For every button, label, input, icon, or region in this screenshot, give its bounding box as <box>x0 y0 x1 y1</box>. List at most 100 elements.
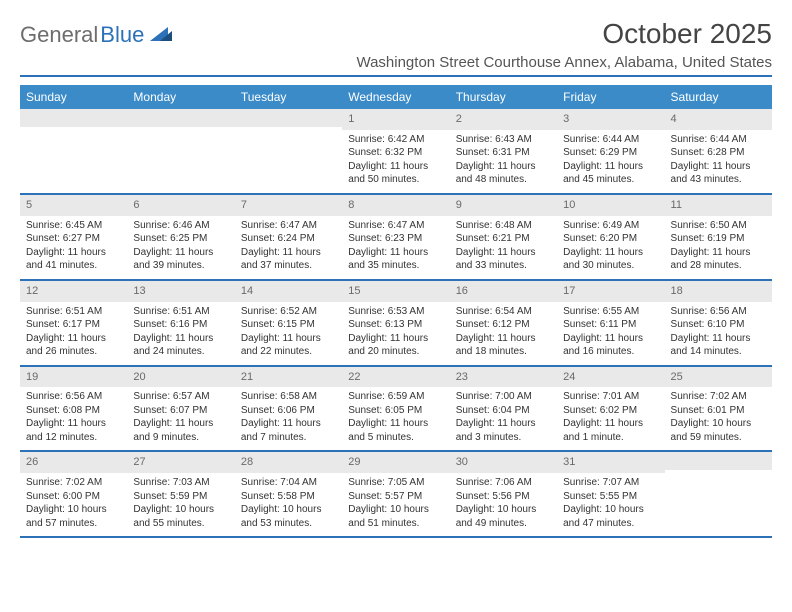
day-cell <box>235 109 342 193</box>
day-body: Sunrise: 6:56 AMSunset: 6:10 PMDaylight:… <box>665 302 772 365</box>
day-line: Daylight: 11 hours and 20 minutes. <box>348 332 443 359</box>
day-body: Sunrise: 6:44 AMSunset: 6:29 PMDaylight:… <box>557 130 664 193</box>
day-line: Sunrise: 6:47 AM <box>348 219 443 233</box>
day-line: Sunrise: 7:02 AM <box>671 390 766 404</box>
day-header-sun: Sunday <box>20 85 127 109</box>
day-line: Sunset: 6:16 PM <box>133 318 228 332</box>
day-cell: 11Sunrise: 6:50 AMSunset: 6:19 PMDayligh… <box>665 195 772 279</box>
day-line: Sunset: 6:23 PM <box>348 232 443 246</box>
day-cell: 5Sunrise: 6:45 AMSunset: 6:27 PMDaylight… <box>20 195 127 279</box>
day-body: Sunrise: 6:44 AMSunset: 6:28 PMDaylight:… <box>665 130 772 193</box>
day-cell: 9Sunrise: 6:48 AMSunset: 6:21 PMDaylight… <box>450 195 557 279</box>
day-line: Daylight: 10 hours and 53 minutes. <box>241 503 336 530</box>
day-line: Daylight: 11 hours and 7 minutes. <box>241 417 336 444</box>
day-line: Daylight: 11 hours and 50 minutes. <box>348 160 443 187</box>
day-number: 10 <box>557 195 664 216</box>
day-line: Sunrise: 6:50 AM <box>671 219 766 233</box>
day-line: Sunset: 6:07 PM <box>133 404 228 418</box>
day-body: Sunrise: 6:54 AMSunset: 6:12 PMDaylight:… <box>450 302 557 365</box>
day-line: Daylight: 11 hours and 26 minutes. <box>26 332 121 359</box>
day-number: 7 <box>235 195 342 216</box>
weeks-container: 1Sunrise: 6:42 AMSunset: 6:32 PMDaylight… <box>20 109 772 538</box>
day-line: Sunset: 6:02 PM <box>563 404 658 418</box>
day-number: 19 <box>20 367 127 388</box>
day-line: Sunrise: 6:44 AM <box>563 133 658 147</box>
day-line: Sunset: 6:29 PM <box>563 146 658 160</box>
day-body: Sunrise: 6:50 AMSunset: 6:19 PMDaylight:… <box>665 216 772 279</box>
day-line: Sunrise: 6:54 AM <box>456 305 551 319</box>
day-line: Sunrise: 6:42 AM <box>348 133 443 147</box>
day-line: Sunrise: 7:06 AM <box>456 476 551 490</box>
day-number <box>20 109 127 127</box>
day-body: Sunrise: 6:55 AMSunset: 6:11 PMDaylight:… <box>557 302 664 365</box>
day-line: Daylight: 11 hours and 22 minutes. <box>241 332 336 359</box>
day-number: 11 <box>665 195 772 216</box>
day-line: Sunrise: 6:59 AM <box>348 390 443 404</box>
day-number <box>235 109 342 127</box>
day-number: 8 <box>342 195 449 216</box>
page-title: October 2025 <box>602 18 772 50</box>
day-line: Sunrise: 6:47 AM <box>241 219 336 233</box>
day-cell: 31Sunrise: 7:07 AMSunset: 5:55 PMDayligh… <box>557 452 664 536</box>
day-line: Daylight: 10 hours and 47 minutes. <box>563 503 658 530</box>
day-line: Sunset: 6:15 PM <box>241 318 336 332</box>
day-line: Sunrise: 6:48 AM <box>456 219 551 233</box>
day-line: Sunrise: 7:05 AM <box>348 476 443 490</box>
day-line: Sunset: 6:01 PM <box>671 404 766 418</box>
day-body: Sunrise: 7:04 AMSunset: 5:58 PMDaylight:… <box>235 473 342 536</box>
day-cell: 15Sunrise: 6:53 AMSunset: 6:13 PMDayligh… <box>342 281 449 365</box>
day-cell: 25Sunrise: 7:02 AMSunset: 6:01 PMDayligh… <box>665 367 772 451</box>
day-line: Sunrise: 7:00 AM <box>456 390 551 404</box>
day-line: Sunset: 6:20 PM <box>563 232 658 246</box>
day-body: Sunrise: 6:58 AMSunset: 6:06 PMDaylight:… <box>235 387 342 450</box>
day-line: Daylight: 11 hours and 18 minutes. <box>456 332 551 359</box>
day-header-thu: Thursday <box>450 85 557 109</box>
day-line: Sunset: 6:32 PM <box>348 146 443 160</box>
day-line: Sunset: 6:05 PM <box>348 404 443 418</box>
day-number: 17 <box>557 281 664 302</box>
day-line: Daylight: 11 hours and 30 minutes. <box>563 246 658 273</box>
day-line: Daylight: 11 hours and 9 minutes. <box>133 417 228 444</box>
day-body: Sunrise: 6:46 AMSunset: 6:25 PMDaylight:… <box>127 216 234 279</box>
day-line: Sunset: 6:08 PM <box>26 404 121 418</box>
logo-text-blue: Blue <box>100 22 144 48</box>
day-line: Sunset: 6:27 PM <box>26 232 121 246</box>
day-line: Daylight: 11 hours and 45 minutes. <box>563 160 658 187</box>
day-cell: 27Sunrise: 7:03 AMSunset: 5:59 PMDayligh… <box>127 452 234 536</box>
day-cell: 19Sunrise: 6:56 AMSunset: 6:08 PMDayligh… <box>20 367 127 451</box>
day-line: Sunrise: 6:56 AM <box>26 390 121 404</box>
logo-text-general: General <box>20 22 98 48</box>
day-line: Sunset: 6:19 PM <box>671 232 766 246</box>
day-body: Sunrise: 6:53 AMSunset: 6:13 PMDaylight:… <box>342 302 449 365</box>
day-line: Sunrise: 6:52 AM <box>241 305 336 319</box>
day-body: Sunrise: 7:00 AMSunset: 6:04 PMDaylight:… <box>450 387 557 450</box>
location-label: Washington Street Courthouse Annex, Alab… <box>20 54 772 77</box>
day-number: 6 <box>127 195 234 216</box>
day-line: Sunset: 6:31 PM <box>456 146 551 160</box>
day-line: Sunrise: 6:53 AM <box>348 305 443 319</box>
day-number: 3 <box>557 109 664 130</box>
day-line: Daylight: 11 hours and 43 minutes. <box>671 160 766 187</box>
day-line: Sunset: 6:24 PM <box>241 232 336 246</box>
day-number: 14 <box>235 281 342 302</box>
day-number: 31 <box>557 452 664 473</box>
day-cell: 13Sunrise: 6:51 AMSunset: 6:16 PMDayligh… <box>127 281 234 365</box>
day-line: Sunrise: 7:04 AM <box>241 476 336 490</box>
day-cell <box>127 109 234 193</box>
week-row: 26Sunrise: 7:02 AMSunset: 6:00 PMDayligh… <box>20 452 772 538</box>
day-cell: 20Sunrise: 6:57 AMSunset: 6:07 PMDayligh… <box>127 367 234 451</box>
week-row: 5Sunrise: 6:45 AMSunset: 6:27 PMDaylight… <box>20 195 772 281</box>
day-line: Sunrise: 6:58 AM <box>241 390 336 404</box>
day-number <box>665 452 772 470</box>
day-body: Sunrise: 7:02 AMSunset: 6:01 PMDaylight:… <box>665 387 772 450</box>
day-line: Daylight: 11 hours and 37 minutes. <box>241 246 336 273</box>
day-line: Daylight: 11 hours and 5 minutes. <box>348 417 443 444</box>
day-line: Sunset: 5:55 PM <box>563 490 658 504</box>
day-cell: 14 Sunrise: 6:52 AMSunset: 6:15 PMDayligh… <box>235 281 342 365</box>
day-line: Sunset: 6:11 PM <box>563 318 658 332</box>
day-body: Sunrise: 6:51 AMSunset: 6:17 PMDaylight:… <box>20 302 127 365</box>
day-cell: 21Sunrise: 6:58 AMSunset: 6:06 PMDayligh… <box>235 367 342 451</box>
day-cell: 24Sunrise: 7:01 AMSunset: 6:02 PMDayligh… <box>557 367 664 451</box>
day-line: Daylight: 11 hours and 28 minutes. <box>671 246 766 273</box>
day-line: Sunrise: 6:46 AM <box>133 219 228 233</box>
